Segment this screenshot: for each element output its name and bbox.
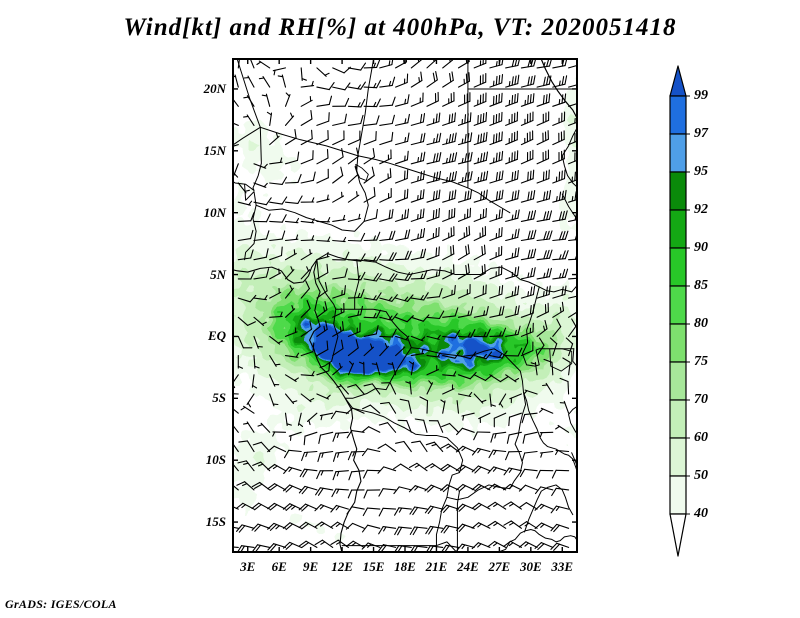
x-tick-label: 12E [331,559,353,574]
y-tick-label: 10S [205,452,226,468]
y-tick-label: 20N [203,80,226,96]
colorbar-tick-label: 92 [694,202,708,217]
y-tick-label: EQ [207,328,226,344]
colorbar-tick-label: 75 [694,354,708,369]
grads-credit: GrADS: IGES/COLA [5,597,117,611]
x-tick-label: 30E [519,559,542,574]
colorbar-tick-label: 99 [694,88,708,103]
colorbar-tick-label: 97 [694,126,708,141]
page-title: Wind[kt] and RH[%] at 400hPa, VT: 202005… [123,14,677,41]
map-plot-area [232,58,578,553]
map-canvas [232,58,578,553]
x-tick-label: 21E [425,559,448,574]
colorbar: 99 97 95 92 90 85 80 75 70 60 50 40 [666,62,786,558]
colorbar-tick-label: 60 [694,430,708,445]
y-tick-label: 5N [210,266,226,282]
y-tick-label: 15S [205,514,226,530]
colorbar-tick-label: 90 [694,240,708,255]
x-tick-label: 15E [362,559,385,574]
x-tick-label: 3E [240,559,256,574]
x-tick-label: 6E [271,559,287,574]
y-tick-label: 5S [212,390,226,406]
colorbar-tick-label: 50 [694,468,708,483]
x-tick-label: 27E [488,559,511,574]
colorbar-tick-label: 40 [694,506,708,521]
x-tick-label: 18E [394,559,416,574]
colorbar-swatches [669,65,690,557]
colorbar-tick-label: 70 [694,392,708,407]
y-tick-label: 10N [203,204,226,220]
colorbar-tick-label: 85 [694,278,708,293]
x-tick-label: 33E [551,559,574,574]
y-tick-label: 15N [203,142,226,158]
map-frame [232,58,578,553]
colorbar-tick-label: 95 [694,164,708,179]
x-tick-label: 9E [303,559,319,574]
colorbar-tick-label: 80 [694,316,708,331]
x-tick-label: 24E [457,559,479,574]
